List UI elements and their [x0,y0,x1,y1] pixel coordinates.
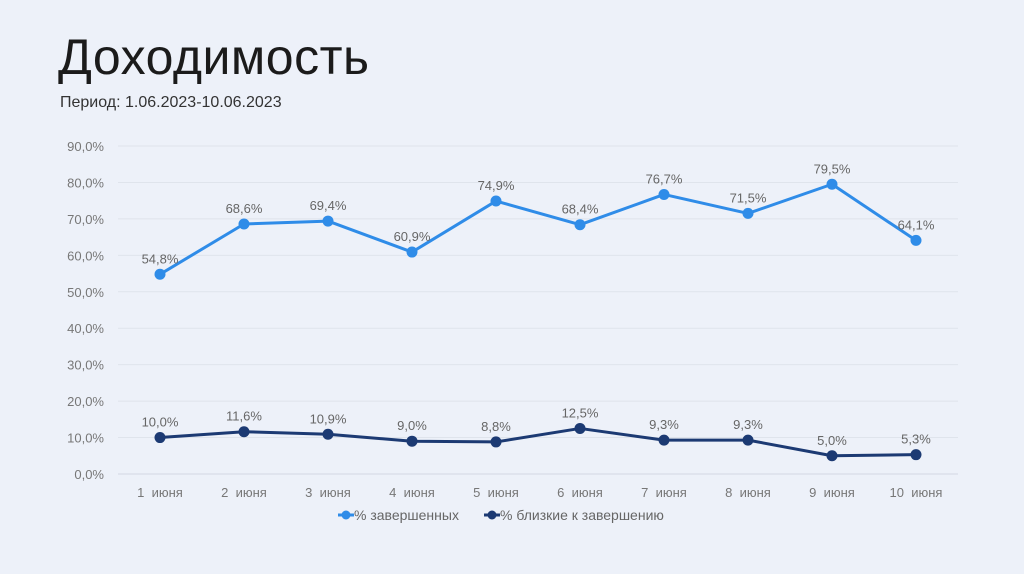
data-point [574,219,586,231]
series-line-near-completion [158,426,918,458]
data-label: 12,5% [562,405,599,420]
y-tick-label: 70,0% [67,212,104,227]
data-label: 11,6% [226,409,262,424]
data-label: 8,8% [481,419,511,434]
legend-marker-dot [341,510,351,520]
data-point [742,207,754,219]
series-group: 54,8% 68,6% 69,4% 60,9% 74,9% 68,4% 76,7% 71,5%… [142,161,935,462]
data-label: 5,0% [817,433,847,448]
data-label: 9,3% [649,417,679,432]
x-tick-label: 6 июня [557,485,603,500]
data-point [658,434,670,446]
legend-marker-dot [487,510,497,520]
data-point [406,246,418,258]
data-label: 9,0% [397,418,427,433]
data-point [742,434,754,446]
x-tick-label: 7 июня [641,485,687,500]
data-point [490,195,502,207]
y-axis: 0,0% 10,0% 20,0% 30,0% 40,0% 50,0% 60,0% 70,0% 8… [67,139,104,482]
data-label: 64,1% [898,217,935,232]
legend: % завершенных % близкие к завершению [338,507,664,523]
data-label: 10,0% [142,415,179,430]
data-point [910,449,922,461]
data-label: 76,7% [646,171,683,186]
data-label: 5,3% [901,432,931,447]
data-point [490,436,502,448]
data-label: 68,6% [226,201,263,216]
y-tick-label: 10,0% [67,431,104,446]
y-tick-label: 40,0% [67,321,104,336]
data-point [154,432,166,444]
data-point [910,234,922,246]
x-tick-label: 5 июня [473,485,519,500]
page-title: Доходимость [58,29,370,85]
data-label: 9,3% [733,417,763,432]
y-tick-label: 50,0% [67,285,104,300]
x-tick-label: 9 июня [809,485,855,500]
data-label: 68,4% [562,202,599,217]
y-tick-label: 90,0% [67,139,104,154]
data-label: 69,4% [310,198,347,213]
y-tick-label: 20,0% [67,394,104,409]
data-point [238,218,250,230]
data-point [238,426,250,438]
data-point [322,215,334,227]
x-tick-label: 3 июня [305,485,351,500]
period-subtitle: Период: 1.06.2023-10.06.2023 [60,94,282,111]
data-point [154,268,166,280]
x-tick-label: 8 июня [725,485,771,500]
y-tick-label: 80,0% [67,175,104,190]
y-tick-label: 30,0% [67,358,104,373]
data-label: 79,5% [814,161,851,176]
x-tick-label: 2 июня [221,485,267,500]
grid-lines [118,145,958,475]
y-tick-label: 0,0% [74,467,104,482]
x-tick-label: 10 июня [890,485,943,500]
legend-label: % близкие к завершению [500,507,664,523]
data-label: 60,9% [394,229,431,244]
data-point [826,450,838,462]
data-label: 71,5% [730,190,767,205]
x-tick-label: 1 июня [137,485,183,500]
data-label: 54,8% [142,251,179,266]
series-line-completed [158,182,918,276]
data-point [406,435,418,447]
x-axis: 1 июня 2 июня 3 июня 4 июня 5 июня 6 июня 7 ию… [137,485,942,500]
legend-label: % завершенных [354,507,459,523]
data-label: 74,9% [478,178,515,193]
x-tick-label: 4 июня [389,485,435,500]
data-label: 10,9% [310,411,347,426]
data-point [322,428,334,440]
data-point [658,188,670,200]
data-point [826,178,838,190]
data-point [574,422,586,434]
y-tick-label: 60,0% [67,248,104,263]
